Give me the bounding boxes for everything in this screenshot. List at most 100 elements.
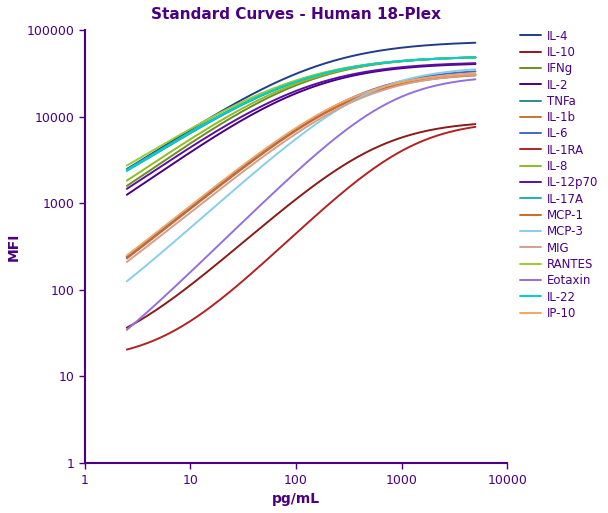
Line: MIG: MIG [127,75,475,262]
RANTES [442,55,449,62]
IL-17A [454,55,461,61]
Y-axis label: MFI: MFI [7,232,21,261]
IL-4 [442,41,449,47]
IL-12p70 [472,60,479,66]
Eotaxin [123,327,131,333]
IL-6 [137,243,145,249]
RANTES [137,154,145,161]
IL-17A [123,167,131,173]
IL-17A [216,112,223,119]
IL-4 [123,166,131,172]
TNFa [216,113,223,120]
IL-6 [188,204,195,210]
IL-10 [144,312,151,319]
IL-12p70 [137,176,145,183]
IL-22 [188,129,195,135]
IL-1b [188,203,195,209]
Line: IL-8: IL-8 [127,57,475,181]
X-axis label: pg/mL: pg/mL [272,492,320,506]
TNFa [454,55,461,61]
IL-2 [188,148,195,154]
RANTES [188,125,195,131]
MCP-3 [454,68,461,74]
Line: IL-12p70: IL-12p70 [127,63,475,189]
IL-8 [188,135,195,142]
TNFa [137,160,145,166]
IL-22 [123,167,131,173]
IL-1b [454,73,461,80]
Eotaxin [144,308,151,314]
Eotaxin [442,81,449,87]
IL-6 [442,71,449,77]
IL-10 [123,325,131,331]
IFNg [137,173,145,180]
IL-4 [188,126,195,132]
IFNg [472,54,479,61]
RANTES [454,55,461,61]
IL-8 [442,55,449,62]
IP-10 [442,72,449,78]
IFNg [454,55,461,61]
IL-4 [144,153,151,159]
MIG [216,187,223,193]
Eotaxin [472,76,479,83]
RANTES [216,110,223,116]
IL-12p70 [454,61,461,67]
IL-12p70 [188,144,195,150]
MIG [188,208,195,214]
MIG [123,259,131,265]
MCP-1 [137,245,145,251]
MCP-1 [216,183,223,189]
IL-8 [137,168,145,174]
IP-10 [472,70,479,76]
IL-1b [472,72,479,78]
IL-8 [472,54,479,61]
Line: RANTES: RANTES [127,57,475,166]
IL-22 [472,54,479,61]
IP-10 [216,180,223,186]
MCP-1 [442,74,449,80]
MCP-3 [123,278,131,284]
IL-1RA [188,317,195,323]
IFNg [144,169,151,175]
MCP-1 [472,71,479,77]
IL-1b [137,243,145,249]
IL-1RA [216,297,223,303]
IL-4 [454,41,461,47]
MIG [472,72,479,78]
IL-4 [137,157,145,164]
IL-1RA [144,340,151,346]
RANTES [123,163,131,169]
MIG [454,73,461,79]
IL-8 [216,118,223,124]
IL-22 [144,155,151,161]
RANTES [144,150,151,156]
MIG [144,243,151,249]
IL-17A [144,154,151,160]
IP-10 [144,236,151,242]
Legend: IL-4, IL-10, IFNg, IL-2, TNFa, IL-1b, IL-6, IL-1RA, IL-8, IL-12p70, IL-17A, MCP-: IL-4, IL-10, IFNg, IL-2, TNFa, IL-1b, IL… [517,27,601,322]
IL-4 [472,40,479,46]
MIG [442,74,449,81]
MIG [137,248,145,254]
IFNg [188,140,195,146]
IL-2 [442,62,449,68]
IL-8 [454,55,461,61]
IL-17A [188,128,195,134]
Line: IL-2: IL-2 [127,64,475,195]
IL-10 [442,124,449,130]
IL-17A [472,54,479,61]
IL-17A [442,55,449,62]
IL-1RA [454,127,461,133]
IL-2 [123,192,131,198]
Line: MCP-3: MCP-3 [127,69,475,281]
IL-10 [216,259,223,265]
Line: IL-10: IL-10 [127,124,475,328]
Eotaxin [454,78,461,85]
IL-2 [454,62,461,68]
Line: Eotaxin: Eotaxin [127,80,475,330]
TNFa [123,168,131,174]
IL-12p70 [216,126,223,132]
MCP-1 [188,205,195,211]
Line: TNFa: TNFa [127,57,475,171]
